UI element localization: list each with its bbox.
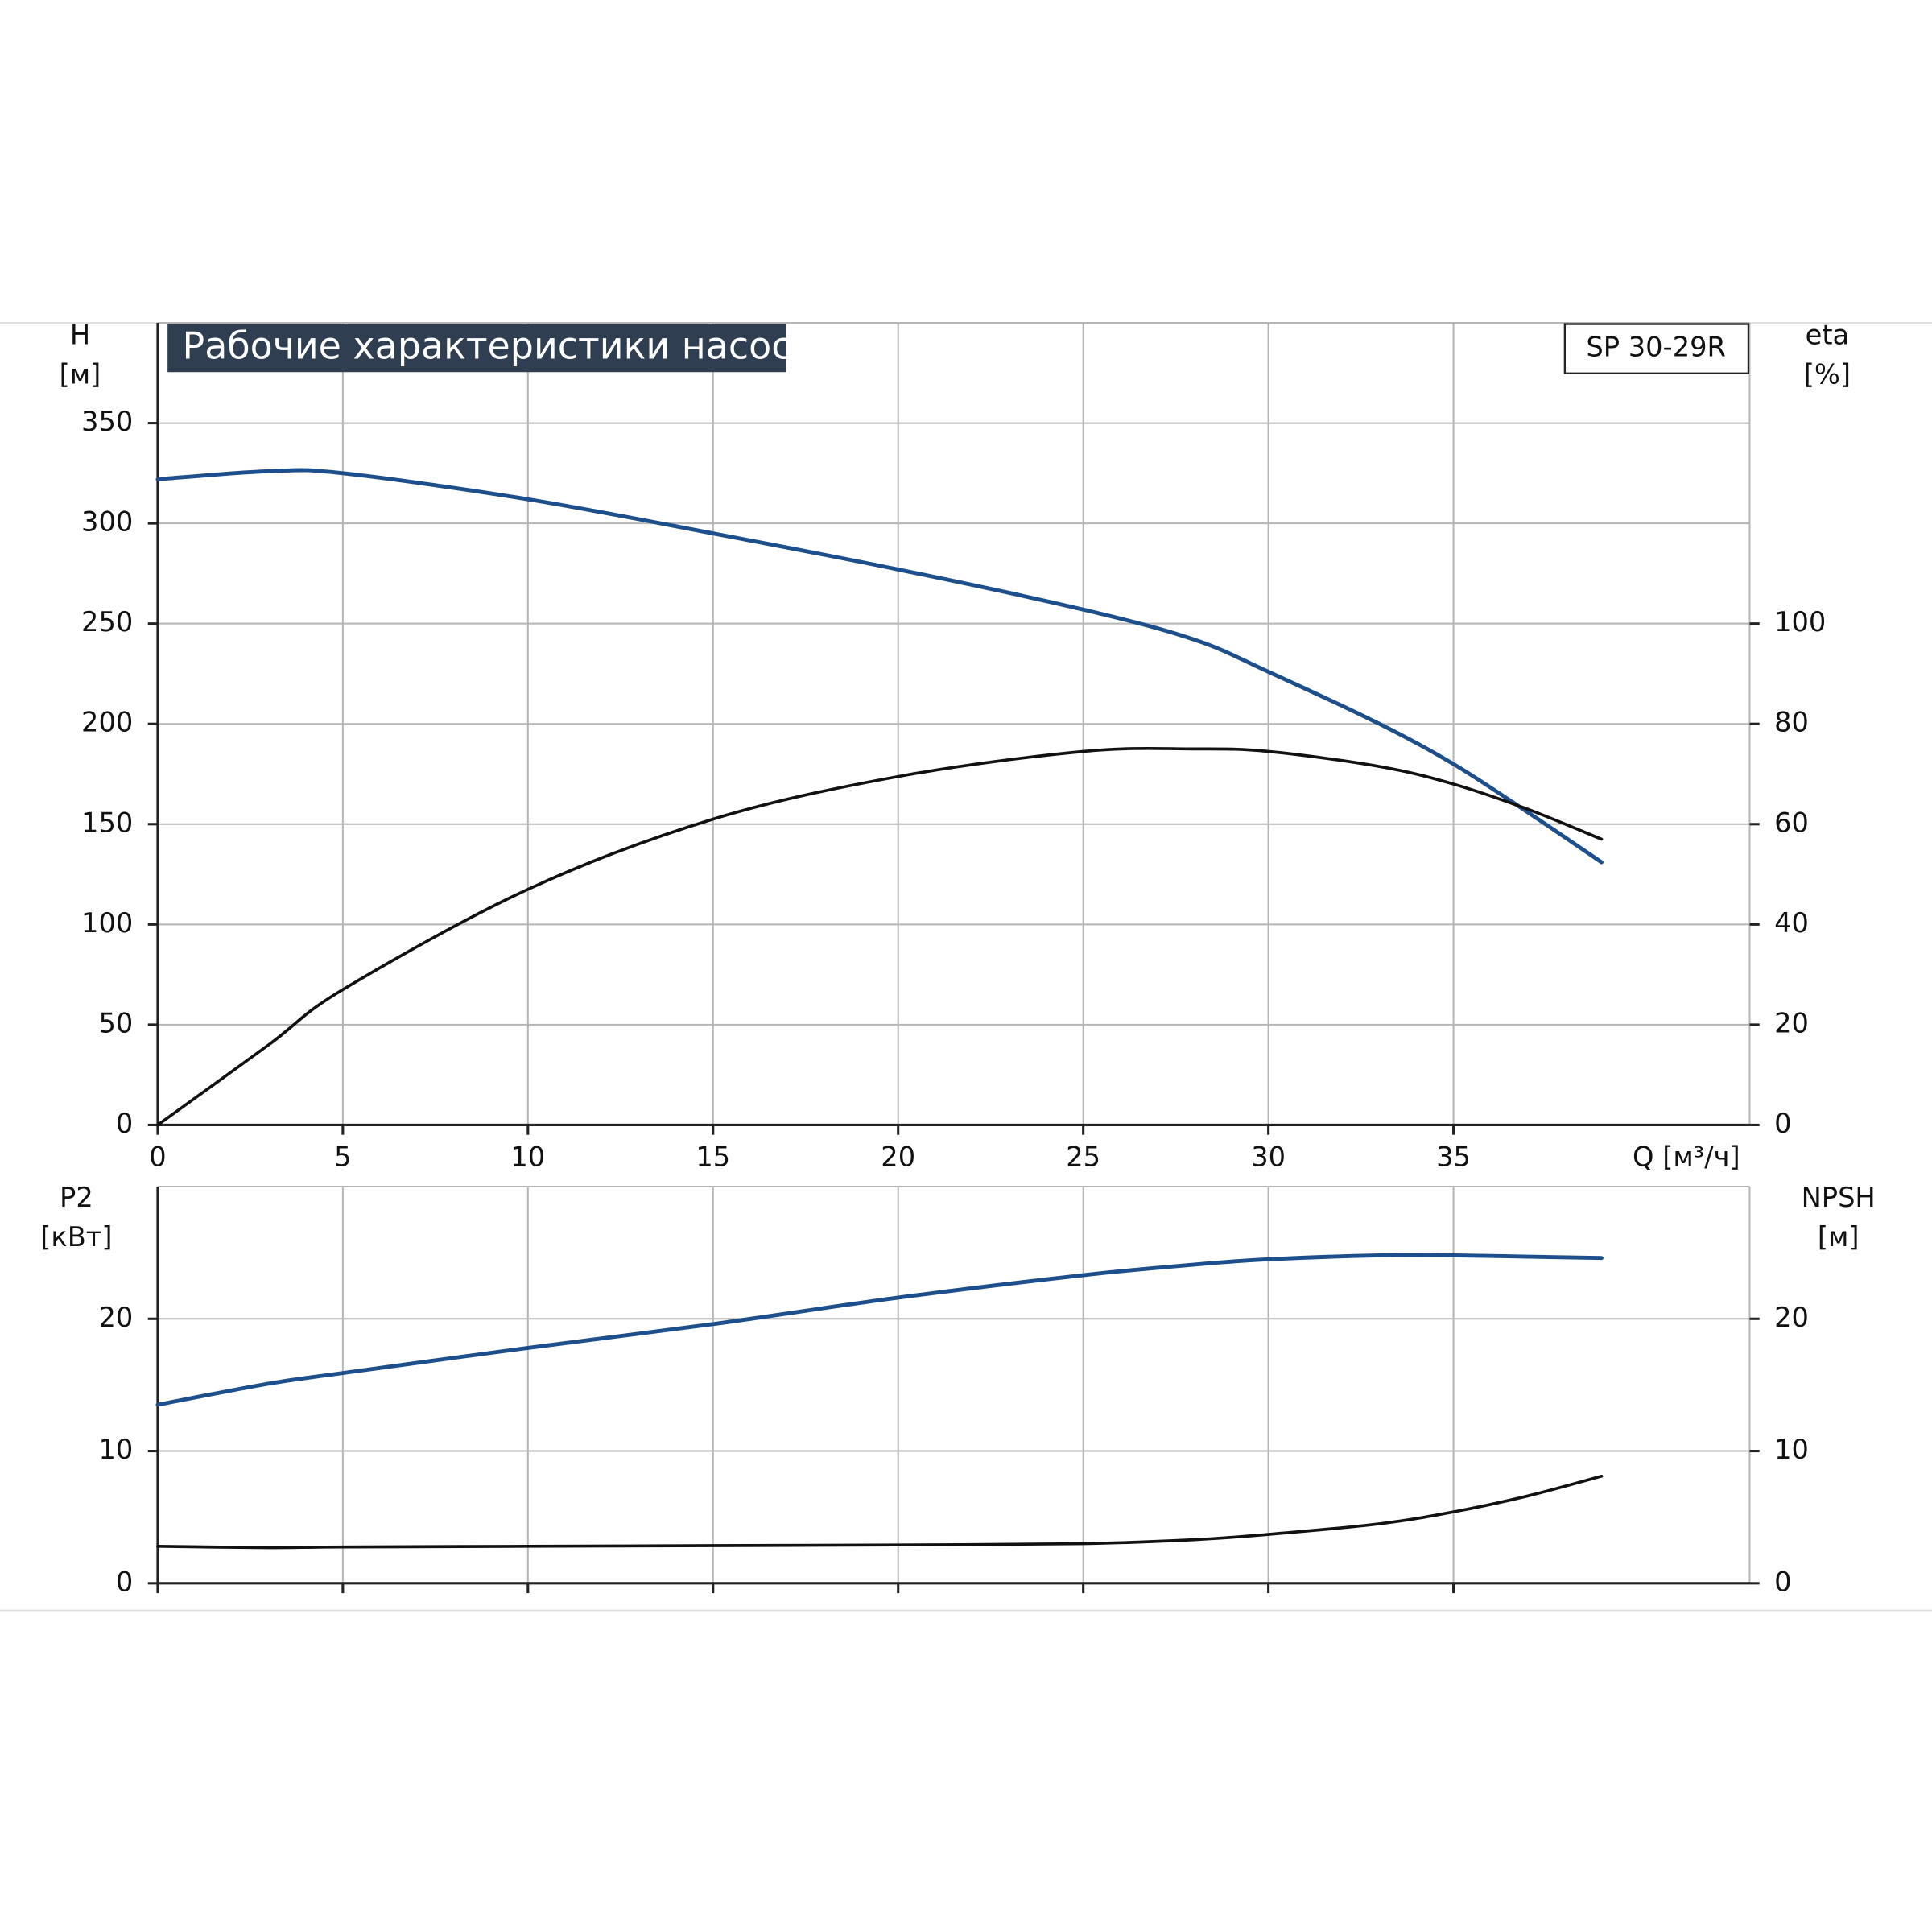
y-axis-label: [м]	[60, 358, 101, 390]
y2-tick-label: 20	[1774, 1007, 1809, 1038]
series-line	[156, 746, 1604, 1127]
y2-tick-label: 0	[1774, 1566, 1791, 1597]
x-axis-label: Q [м³/ч]	[1633, 1141, 1740, 1172]
y-tick-label: 350	[81, 406, 133, 437]
y-tick-label: 150	[81, 807, 133, 838]
x-tick-label: 5	[334, 1141, 351, 1172]
y2-axis-label: NPSH	[1802, 1182, 1876, 1213]
y-tick-label: 20	[98, 1302, 133, 1333]
y2-tick-label: 40	[1774, 907, 1809, 939]
y-tick-label: 300	[81, 506, 133, 538]
y-tick-label: 50	[98, 1007, 133, 1038]
x-tick-label: 15	[696, 1141, 730, 1172]
y2-tick-label: 20	[1774, 1302, 1809, 1333]
y2-tick-label: 0	[1774, 1108, 1791, 1139]
model-box	[1563, 323, 1750, 374]
x-tick-label: 30	[1251, 1141, 1286, 1172]
y2-tick-label: 60	[1774, 807, 1809, 838]
series-line	[156, 1474, 1604, 1550]
y-tick-label: 0	[116, 1108, 133, 1139]
y2-tick-label: 100	[1774, 606, 1826, 638]
y-tick-label: 250	[81, 606, 133, 638]
series-line	[155, 468, 1604, 865]
y-tick-label: 0	[116, 1566, 133, 1597]
y-tick-label: 10	[98, 1434, 133, 1465]
y2-axis-label: eta	[1806, 319, 1850, 350]
series-line	[155, 1253, 1604, 1407]
y2-tick-label: 10	[1774, 1434, 1809, 1465]
model-label: SP 30-29R	[1586, 332, 1726, 363]
y2-axis-label: [%]	[1804, 358, 1851, 390]
y-axis-label: [кВт]	[40, 1221, 112, 1253]
chart-title: Рабочие характеристики насоса	[183, 324, 815, 368]
y-axis-label: P2	[60, 1182, 93, 1213]
y2-tick-label: 80	[1774, 707, 1809, 738]
title-box	[167, 324, 786, 373]
x-tick-label: 0	[149, 1141, 166, 1172]
x-tick-label: 20	[881, 1141, 915, 1172]
x-tick-label: 10	[510, 1141, 545, 1172]
y-tick-label: 100	[81, 907, 133, 939]
x-tick-label: 25	[1066, 1141, 1100, 1172]
y-axis-label: H	[70, 319, 90, 350]
x-tick-label: 35	[1436, 1141, 1471, 1172]
y-tick-label: 200	[81, 707, 133, 738]
y2-axis-label: [м]	[1818, 1221, 1860, 1253]
